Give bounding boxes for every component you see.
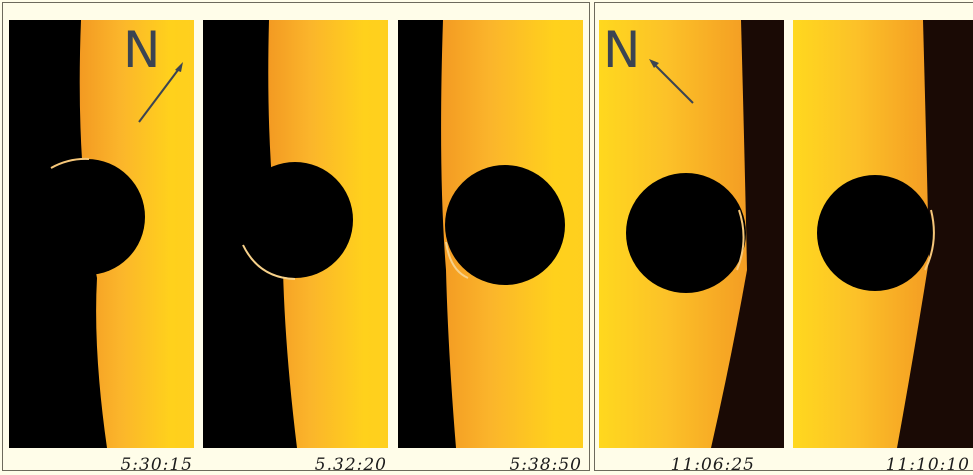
timestamp-1: 5:30:15 (120, 455, 193, 475)
transit-frame-3 (398, 20, 583, 448)
ingress-panel: N 5:30:15 5.32:20 5:38:50 (2, 2, 590, 475)
north-arrow-icon (138, 62, 183, 123)
transit-frame-5 (793, 20, 973, 448)
timestamp-3: 5:38:50 (509, 455, 582, 475)
timestamp-4: 11:06:25 (670, 455, 755, 475)
egress-panel: N 11:06:25 11:10:10 (594, 2, 973, 475)
north-label-2: N (603, 21, 641, 79)
north-arrow-icon-2 (649, 59, 694, 104)
transit-frame-4 (599, 20, 784, 448)
timestamp-5: 11:10:10 (885, 455, 970, 475)
timestamp-2: 5.32:20 (314, 455, 387, 475)
transit-frame-2 (203, 20, 388, 448)
north-label: N (123, 21, 161, 79)
